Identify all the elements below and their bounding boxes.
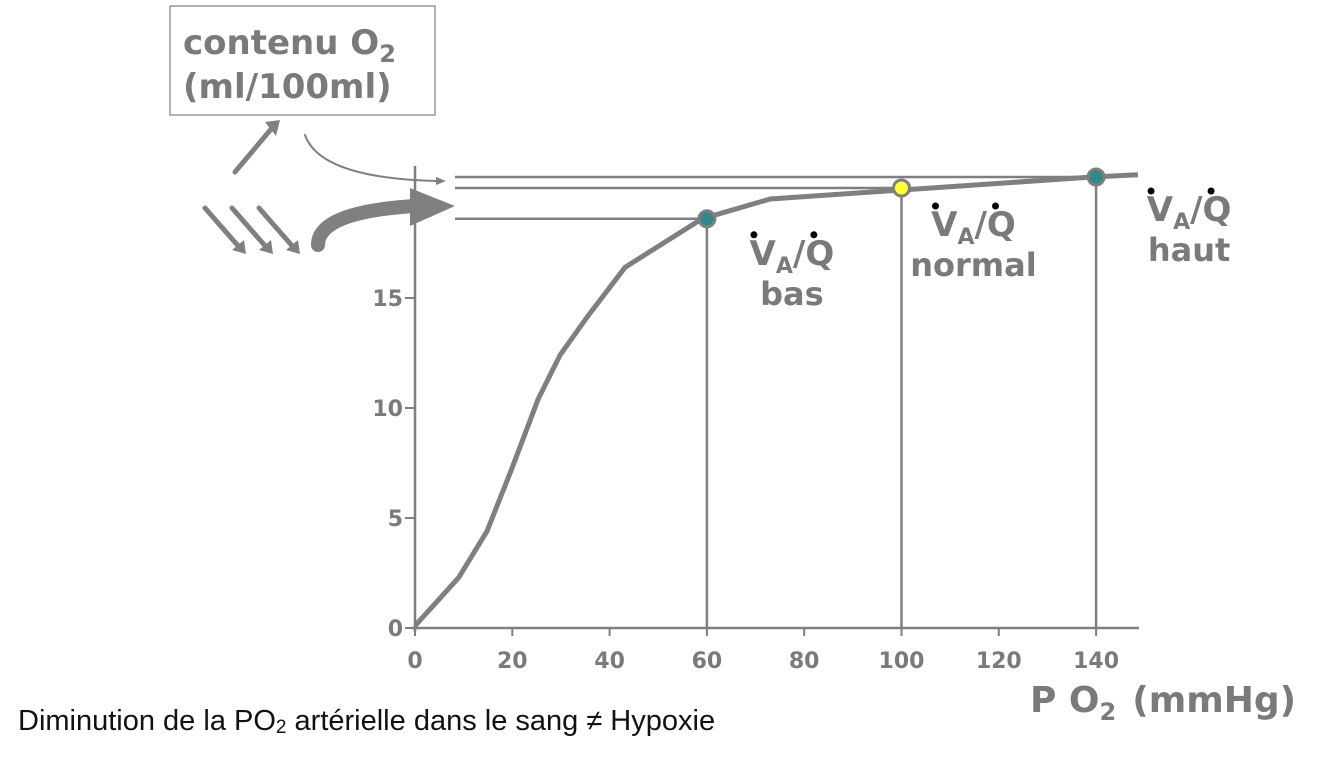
point [891, 178, 911, 198]
ratio-rest: /Q [975, 205, 1016, 245]
ratio-sub: A [776, 254, 793, 279]
x-tick-label: 40 [594, 649, 625, 674]
x-tick-label: 140 [1073, 649, 1119, 674]
caption: Diminution de la PO2 artérielle dans le … [18, 705, 715, 738]
dot [1207, 187, 1215, 195]
ratio-rest: /Q [1190, 190, 1231, 230]
y-label-sub: 2 [379, 40, 396, 68]
caption-sub: 2 [276, 717, 287, 738]
curve [413, 172, 1139, 628]
ratio-main: V [931, 205, 958, 245]
y-tick-label: 0 [388, 617, 403, 642]
x-label-sub: 2 [1100, 698, 1117, 726]
dot [931, 202, 939, 210]
y-axis-label: contenu O2 [183, 23, 396, 68]
caption-main: Diminution de la PO [18, 705, 276, 737]
decoration [169, 5, 455, 254]
y-label-main: contenu O [183, 23, 379, 63]
dot [750, 231, 758, 239]
x-label-rest: (mmHg) [1132, 680, 1296, 721]
point [1086, 167, 1106, 187]
x-tick-label: 100 [879, 649, 925, 674]
ratio-label: VA/Q [931, 205, 1016, 250]
x-tick-label: 80 [789, 649, 820, 674]
caption-rest: artérielle dans le sang ≠ Hypoxie [286, 705, 715, 737]
x-tick-label: 60 [692, 649, 723, 674]
point-label: bas [760, 275, 824, 313]
x-axis-label: P O2 (mmHg) [1030, 680, 1296, 726]
dot [810, 231, 818, 239]
dot [1147, 187, 1155, 195]
ratio-main: V [750, 234, 777, 274]
y-tick-label: 10 [372, 397, 403, 422]
ratio-rest: /Q [793, 234, 834, 274]
y-axis-label-line2: (ml/100ml) [183, 67, 392, 107]
y-tick-label: 15 [372, 287, 403, 312]
x-tick-label: 0 [407, 649, 422, 674]
point [697, 209, 717, 229]
x-tick-label: 20 [497, 649, 528, 674]
ratio-sub: A [957, 225, 974, 250]
dot [991, 202, 999, 210]
y-tick-label: 5 [388, 507, 403, 532]
ratio-sub: A [1173, 210, 1190, 235]
x-tick-label: 120 [976, 649, 1022, 674]
x-label-main: P O [1030, 680, 1100, 721]
point-label: normal [910, 246, 1036, 284]
ratio-label: VA/Q [750, 234, 835, 279]
point-label: haut [1148, 231, 1230, 269]
ratio-main: V [1147, 190, 1174, 230]
ratio-label: VA/Q [1147, 190, 1232, 235]
